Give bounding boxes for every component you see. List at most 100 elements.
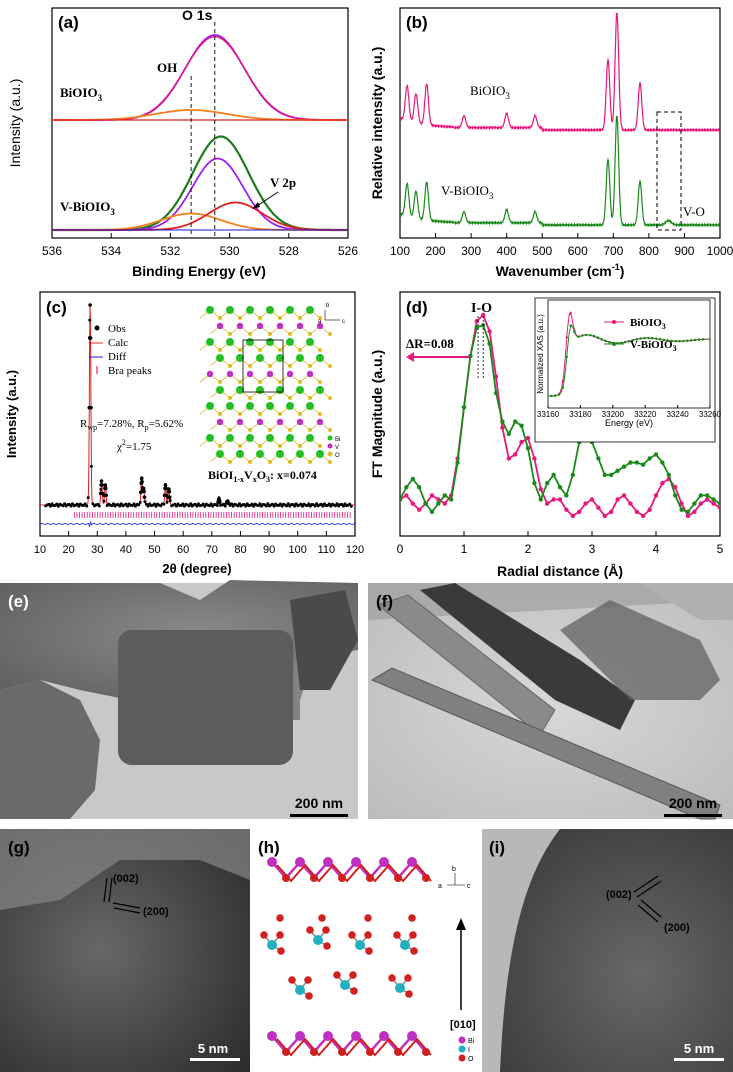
c-o-atom bbox=[318, 348, 322, 352]
c-bi-atom bbox=[306, 306, 314, 314]
c-axis-c: c bbox=[342, 319, 345, 325]
h-o-atom bbox=[276, 914, 284, 922]
c-v-atom bbox=[286, 370, 294, 378]
inset-vbioio3-point bbox=[686, 339, 689, 343]
c-o-atom bbox=[258, 316, 262, 320]
inset-vbioio3-point bbox=[647, 336, 650, 340]
c-obs-point bbox=[132, 502, 136, 506]
d-bioio3-point bbox=[500, 425, 505, 430]
panel-b-frame bbox=[399, 7, 721, 239]
c-o-atom bbox=[218, 412, 222, 416]
panel-i-label: (i) bbox=[489, 838, 505, 857]
inset-vbioio3-point bbox=[670, 339, 673, 343]
c-o-atom bbox=[308, 428, 312, 432]
c-v-atom bbox=[206, 370, 214, 378]
d-vbioio3-point bbox=[442, 493, 447, 498]
c-obs-point bbox=[152, 502, 156, 506]
x-tick-label: 4 bbox=[653, 542, 660, 556]
c-bi-atom bbox=[236, 450, 244, 458]
c-obs-point bbox=[102, 499, 106, 503]
d-vbioio3-point bbox=[455, 460, 460, 465]
c-o-atom bbox=[248, 460, 252, 464]
c-obs-point bbox=[111, 502, 115, 506]
panel-a-series2-label: V-BiOIO3 bbox=[60, 199, 115, 217]
h-o-atom bbox=[394, 1048, 402, 1056]
c-obs-point bbox=[293, 504, 297, 508]
x-tick-label: 700 bbox=[603, 244, 623, 258]
inset-vbioio3-point bbox=[623, 341, 627, 344]
c-o-atom bbox=[258, 412, 262, 416]
c-obs-point bbox=[300, 504, 304, 508]
inset-vbioio3-point bbox=[635, 338, 638, 341]
d-bioio3-point bbox=[711, 501, 716, 506]
i-plane1-line-a bbox=[633, 875, 659, 893]
c-obs-point bbox=[88, 318, 92, 322]
x-tick-label: 536 bbox=[42, 244, 62, 258]
h-o-atom bbox=[366, 874, 374, 882]
h-bi-atom bbox=[267, 1031, 277, 1041]
c-o-atom bbox=[238, 316, 242, 320]
panel-d-ylabel: FT Magnitude (a.u.) bbox=[369, 350, 385, 478]
c-bi-atom bbox=[286, 434, 294, 442]
panel-g-plane1: (002) bbox=[113, 873, 139, 885]
c-obs-point bbox=[137, 503, 141, 507]
c-v-atom bbox=[276, 418, 284, 426]
h-i-atom bbox=[340, 980, 350, 990]
c-obs-peak-point bbox=[167, 495, 172, 500]
h-bi-atom bbox=[295, 1031, 305, 1041]
h-o-atom bbox=[410, 947, 418, 955]
i-plane2-line-b bbox=[637, 904, 659, 923]
c-o-atom bbox=[278, 380, 282, 384]
c-obs-point bbox=[124, 502, 128, 506]
h-bi-atom bbox=[407, 1031, 417, 1041]
x-tick-label: 2 bbox=[525, 542, 532, 556]
c-obs-point bbox=[63, 502, 67, 506]
h-bi-atom bbox=[295, 857, 305, 867]
d-vbioio3-point bbox=[570, 472, 575, 478]
c-v-atom bbox=[256, 322, 264, 330]
d-vbioio3-point bbox=[596, 456, 601, 461]
c-bi-atom bbox=[226, 306, 234, 314]
d-bioio3-point bbox=[653, 493, 659, 498]
d-bioio3-point bbox=[596, 505, 601, 510]
panel-g-label: (g) bbox=[8, 838, 30, 857]
panel-d-frame bbox=[399, 291, 721, 537]
c-o-atom bbox=[288, 428, 292, 432]
d-bioio3-point bbox=[717, 505, 720, 510]
panel-a-xlabel: Binding Energy (eV) bbox=[132, 263, 266, 279]
panel-b-series2-label: V-BiOIO3 bbox=[441, 183, 494, 201]
c-o-atom bbox=[218, 380, 222, 384]
c-o-atom bbox=[308, 332, 312, 336]
c-bi-atom bbox=[266, 338, 274, 346]
c-bi-atom bbox=[276, 450, 284, 458]
panel-d-dr-label: ΔR=0.08 bbox=[406, 336, 454, 351]
c-o-atom bbox=[228, 396, 232, 400]
inset-vbioio3-point bbox=[662, 338, 666, 342]
panel-i-plane2: (200) bbox=[664, 922, 690, 934]
panel-f-rod-2 bbox=[370, 667, 721, 820]
panel-b-series1-label: BiOIO3 bbox=[470, 83, 510, 101]
h-bi-atom bbox=[323, 1031, 333, 1041]
inset-vbioio3-point bbox=[678, 340, 681, 343]
panel-b-label: (b) bbox=[406, 13, 428, 32]
c-obs-point bbox=[203, 504, 207, 508]
d-bioio3-point bbox=[705, 497, 710, 502]
d-bioio3-point bbox=[429, 493, 435, 498]
d-vbioio3-point bbox=[609, 472, 614, 478]
panel-a-o1s-label: O 1s bbox=[182, 7, 213, 23]
b-vbioio3-spectrum bbox=[400, 115, 720, 228]
h-o-atom bbox=[364, 914, 372, 922]
c-v-atom bbox=[256, 418, 264, 426]
c-obs-point bbox=[223, 504, 227, 508]
panel-i-plane1: (002) bbox=[606, 889, 632, 901]
inset-vbioio3-point bbox=[627, 340, 631, 343]
panel-e-particle-left bbox=[0, 680, 100, 819]
h-o-atom bbox=[409, 931, 417, 939]
h-i-atom bbox=[395, 983, 405, 993]
c-v-atom bbox=[236, 418, 244, 426]
d-bioio3-point bbox=[641, 513, 646, 519]
c-bi-atom bbox=[206, 434, 214, 442]
c-obs-point bbox=[327, 502, 331, 506]
d-vbioio3-point bbox=[615, 468, 620, 473]
h-o-atom bbox=[350, 987, 358, 995]
